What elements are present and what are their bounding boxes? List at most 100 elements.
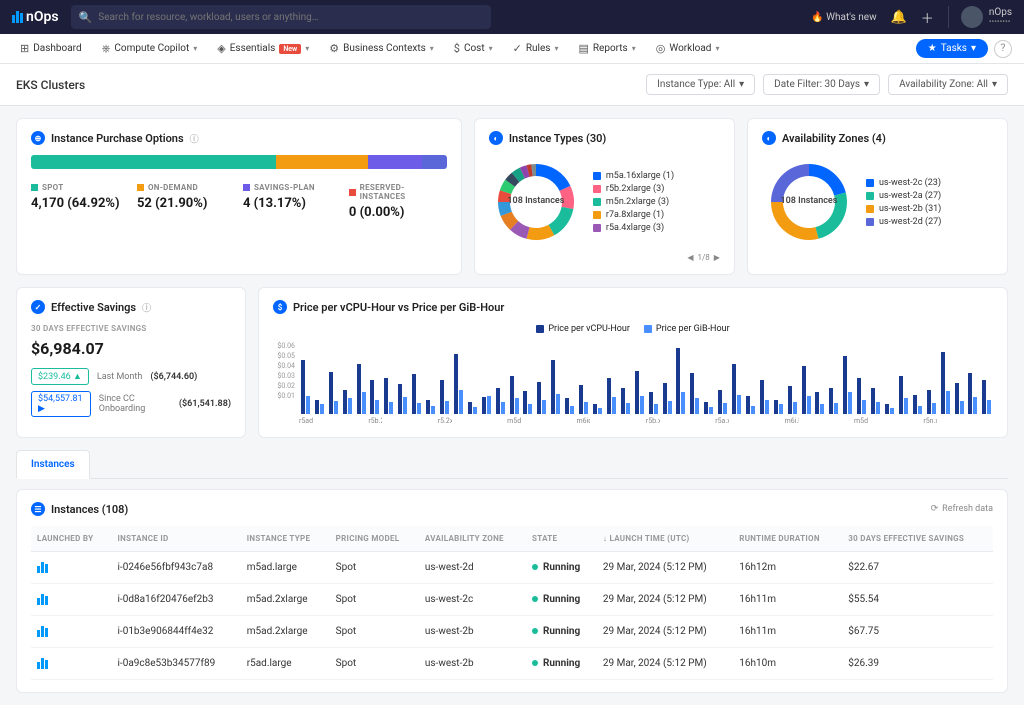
bar-group <box>494 342 507 414</box>
nav-business-contexts[interactable]: ⚙Business Contexts▾ <box>321 38 442 59</box>
az-icon: ◐ <box>762 131 776 145</box>
filter-pill[interactable]: Availability Zone: All▾ <box>888 74 1008 95</box>
nav-cost[interactable]: $Cost▾ <box>446 38 501 59</box>
purchase-options-card: ⊕ Instance Purchase Options ⓘ SPOT4,170 … <box>16 118 462 275</box>
global-search[interactable]: 🔍 <box>71 5 491 29</box>
price-chart-card: $ Price per vCPU-Hour vs Price per GiB-H… <box>258 287 1008 438</box>
bar-group <box>758 342 771 414</box>
x-label <box>701 417 715 425</box>
nav-compute-copilot[interactable]: ⎈Compute Copilot▾ <box>94 38 206 60</box>
pager-next[interactable]: ▶ <box>714 253 720 262</box>
purchase-stack-bar <box>31 155 447 169</box>
table-header[interactable]: INSTANCE TYPE <box>241 526 330 552</box>
bar-group <box>800 342 813 414</box>
nav-reports[interactable]: ▤Reports▾ <box>570 38 643 59</box>
purchase-col: SPOT4,170 (64.92%) <box>31 183 129 220</box>
nav-icon: ⊞ <box>20 42 29 55</box>
tasks-button[interactable]: ★ Tasks ▾ <box>916 39 988 58</box>
x-label <box>632 417 646 425</box>
brand-logo[interactable]: nOps <box>12 9 59 25</box>
launcher-icon <box>37 626 106 637</box>
pager-prev[interactable]: ◀ <box>687 253 693 262</box>
bar-segment <box>422 155 447 169</box>
nav-essentials[interactable]: ◈EssentialsNew▾ <box>209 38 317 59</box>
bar-group <box>327 342 340 414</box>
x-label: r5n.xlarge <box>923 417 937 425</box>
nav-rules[interactable]: ✓Rules▾ <box>505 38 567 59</box>
bar-group <box>897 342 910 414</box>
az-card: ◐ Availability Zones (4) 108 Instances u… <box>747 118 1008 275</box>
bar-group <box>827 342 840 414</box>
user-menu[interactable]: nOps •••••••• <box>948 6 1012 28</box>
help-icon[interactable]: ? <box>994 40 1012 58</box>
bar-group <box>967 342 980 414</box>
table-header[interactable]: 30 DAYS EFFECTIVE SAVINGS <box>842 526 993 552</box>
bar-group <box>619 342 632 414</box>
bar-segment <box>276 155 367 169</box>
x-label: m6idn.2xlarge <box>577 417 591 425</box>
chevron-down-icon: ▾ <box>715 44 719 53</box>
bar-group <box>410 342 423 414</box>
refresh-icon: ⟳ <box>931 504 939 514</box>
x-label <box>965 417 979 425</box>
bar-group <box>730 342 743 414</box>
table-header[interactable]: INSTANCE ID <box>112 526 241 552</box>
whats-new-link[interactable]: 🔥 What's new <box>811 12 876 23</box>
table-row[interactable]: i-0d8a16f20476ef2b3m5ad.2xlargeSpot us-w… <box>31 584 993 616</box>
bar-group <box>382 342 395 414</box>
bar-group <box>355 342 368 414</box>
x-label <box>910 417 924 425</box>
bar-group <box>814 342 827 414</box>
info-icon[interactable]: ⓘ <box>190 132 199 145</box>
refresh-button[interactable]: ⟳ Refresh data <box>931 504 993 514</box>
instance-types-card: ◐ Instance Types (30) 108 Instances m5a.… <box>474 118 735 275</box>
tab-instances[interactable]: Instances <box>16 450 90 479</box>
table-header[interactable]: PRICING MODEL <box>330 526 419 552</box>
chevron-down-icon: ▾ <box>430 44 434 53</box>
search-icon: 🔍 <box>79 11 93 24</box>
price-title: Price per vCPU-Hour vs Price per GiB-Hou… <box>293 301 504 314</box>
savings-subtitle: 30 DAYS EFFECTIVE SAVINGS <box>31 324 231 333</box>
nav-icon: ✓ <box>513 42 522 55</box>
plus-icon[interactable]: ＋ <box>921 8 934 27</box>
search-input[interactable] <box>98 12 482 23</box>
savings-title: Effective Savings <box>51 301 136 314</box>
table-header[interactable]: LAUNCHED BY <box>31 526 112 552</box>
bar-group <box>605 342 618 414</box>
user-sub: •••••••• <box>989 18 1012 27</box>
table-row[interactable]: i-0246e56fbf943c7a8m5ad.largeSpot us-wes… <box>31 552 993 584</box>
filter-pill[interactable]: Date Filter: 30 Days▾ <box>763 74 880 95</box>
table-header[interactable]: STATE <box>526 526 597 552</box>
nav-workload[interactable]: ◎Workload▾ <box>648 38 728 59</box>
table-header[interactable]: RUNTIME DURATION <box>733 526 842 552</box>
table-row[interactable]: i-01b3e906844ff4e32m5ad.2xlargeSpot us-w… <box>31 616 993 648</box>
bar-group <box>313 342 326 414</box>
x-label <box>563 417 577 425</box>
x-label <box>826 417 840 425</box>
price-icon: $ <box>273 300 287 314</box>
x-label <box>840 417 854 425</box>
legend-item: m5a.16xlarge (1) <box>593 171 720 181</box>
table-header[interactable]: AVAILABILITY ZONE <box>419 526 526 552</box>
bell-icon[interactable]: 🔔 <box>891 10 907 25</box>
az-title: Availability Zones (4) <box>782 132 886 145</box>
info-icon[interactable]: ⓘ <box>142 301 151 314</box>
x-label <box>757 417 771 425</box>
filter-pill[interactable]: Instance Type: All▾ <box>646 74 755 95</box>
x-label <box>771 417 785 425</box>
x-label: m5d.2xlarge <box>507 417 521 425</box>
x-label <box>618 417 632 425</box>
x-label <box>951 417 965 425</box>
table-header[interactable]: ↓ LAUNCH TIME (UTC) <box>597 526 733 552</box>
x-label <box>521 417 535 425</box>
bar-group <box>396 342 409 414</box>
chevron-down-icon: ▾ <box>193 44 197 53</box>
nav-dashboard[interactable]: ⊞Dashboard <box>12 38 90 59</box>
bar-group <box>369 342 382 414</box>
table-row[interactable]: i-0a9c8e53b34577f89r5ad.largeSpot us-wes… <box>31 648 993 680</box>
bar-group <box>688 342 701 414</box>
x-label <box>493 417 507 425</box>
x-label <box>424 417 438 425</box>
instances-table: LAUNCHED BYINSTANCE IDINSTANCE TYPEPRICI… <box>31 526 993 680</box>
bar-segment <box>368 155 422 169</box>
